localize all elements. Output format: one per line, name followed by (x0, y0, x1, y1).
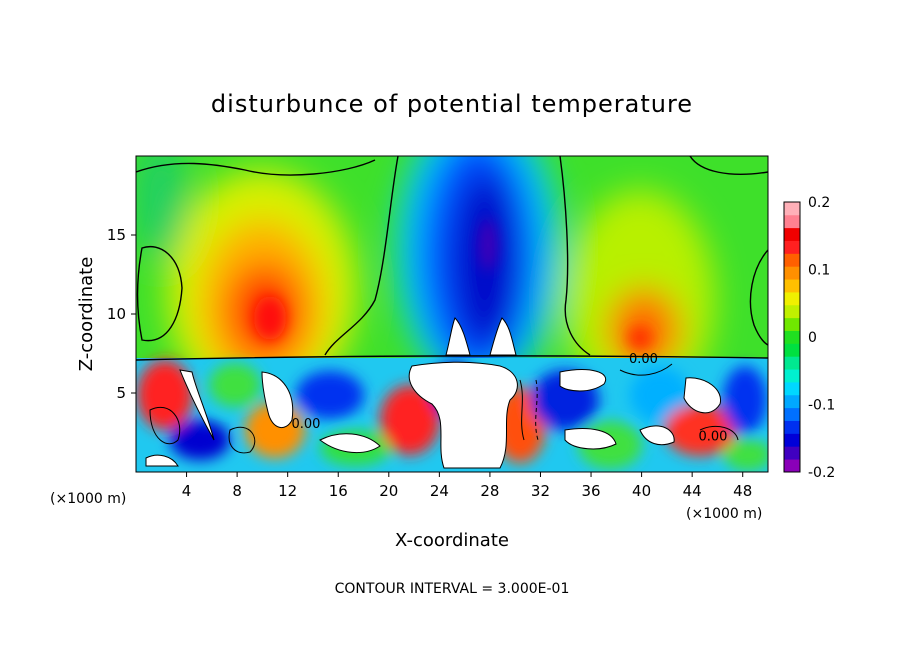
colorbar-swatch (784, 343, 800, 357)
x-tick-label: 20 (379, 482, 398, 500)
colorbar-swatch (784, 292, 800, 306)
colorbar-tick-label: 0.2 (808, 195, 830, 211)
colorbar-swatch (784, 382, 800, 396)
contour-label: 0.00 (698, 429, 727, 444)
colorbar: 0.2 0.1 0 -0.1 -0.2 (783, 195, 835, 481)
colorbar-frame (783, 201, 801, 473)
colorbar-tick-label: 0 (808, 330, 817, 346)
colorbar-swatch (784, 227, 800, 241)
x-tick-label: 24 (430, 482, 449, 500)
y-axis: 5 10 15 (107, 226, 136, 402)
y-tick-label: 10 (107, 305, 126, 323)
colorbar-swatch (784, 446, 800, 460)
plot-area (136, 156, 768, 472)
x-tick-label: 28 (480, 482, 499, 500)
contour-interval-note: CONTOUR INTERVAL = 3.000E-01 (335, 581, 570, 597)
x-unit-left: (×1000 m) (50, 491, 126, 507)
colorbar-swatch (784, 356, 800, 370)
turbulent-layer (136, 317, 768, 472)
layer-contours (149, 363, 739, 454)
colorbar-swatch (784, 240, 800, 254)
colorbar-swatch (784, 279, 800, 293)
colorbar-swatch (784, 459, 800, 473)
y-tick-label: 5 (116, 384, 126, 402)
colorbar-swatch (784, 433, 800, 447)
colorbar-swatch (784, 266, 800, 280)
y-tick-label: 15 (107, 226, 126, 244)
colorbar-tick-label: -0.1 (808, 398, 835, 414)
x-tick-label: 16 (329, 482, 348, 500)
upper-field-blobs (136, 156, 715, 410)
x-tick-label: 36 (581, 482, 600, 500)
x-tick-label: 48 (733, 482, 752, 500)
colorbar-swatch (784, 304, 800, 319)
colorbar-swatch (784, 420, 800, 434)
x-unit-right: (×1000 m) (686, 506, 762, 522)
colorbar-swatch (784, 394, 800, 409)
colorbar-swatch (784, 253, 800, 267)
contour-zero (136, 156, 768, 361)
anomaly-cores (254, 219, 652, 350)
chart-title: disturbunce of potential temperature (211, 90, 693, 118)
x-tick-label: 12 (278, 482, 297, 500)
x-tick-label: 4 (182, 482, 192, 500)
contour-label: 0.00 (629, 352, 658, 367)
x-tick-label: 8 (232, 482, 242, 500)
x-tick-label: 40 (632, 482, 651, 500)
colorbar-swatch (784, 317, 800, 331)
contour-labels: 0.00 0.00 0.00 (291, 352, 727, 444)
colorbar-swatch (784, 202, 800, 216)
colorbar-tick-label: 0.1 (808, 263, 830, 279)
x-axis: 4 8 12 16 20 24 28 32 36 40 44 48 (182, 472, 752, 500)
x-axis-label: X-coordinate (395, 530, 509, 551)
colorbar-swatch (784, 407, 800, 421)
colorbar-swatch (784, 214, 800, 229)
contour-label: 0.00 (291, 417, 320, 432)
y-axis-label: Z-coordinate (76, 257, 97, 372)
x-tick-label: 44 (683, 482, 702, 500)
colorbar-swatch (784, 369, 800, 383)
colorbar-swatch (784, 330, 800, 344)
x-tick-label: 32 (531, 482, 550, 500)
saturated-regions (145, 317, 722, 469)
colorbar-tick-label: -0.2 (808, 465, 835, 481)
